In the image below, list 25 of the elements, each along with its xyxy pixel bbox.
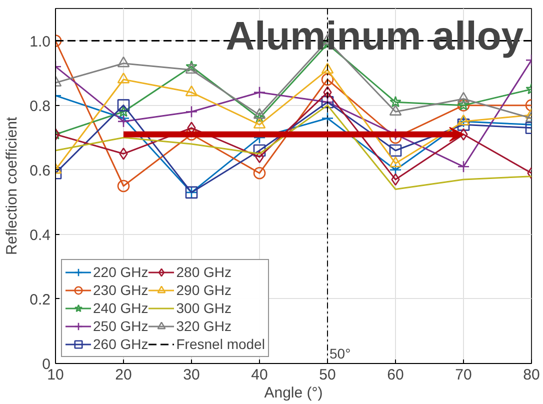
legend-label: 300 GHz: [176, 299, 232, 317]
y-tick-label: 1.0: [30, 33, 51, 50]
legend-label: 260 GHz: [93, 335, 148, 353]
x-tick-label: 60: [387, 366, 404, 384]
y-tick-label: 0.2: [30, 291, 51, 308]
y-tick-label: 0.6: [30, 162, 51, 180]
legend-label: 230 GHz: [93, 281, 148, 299]
legend-label: 290 GHz: [176, 281, 232, 299]
ref-line-label: 50°: [330, 346, 351, 362]
x-tick-label: 50: [319, 366, 336, 384]
legend-label: 220 GHz: [93, 263, 148, 281]
legend-label: Fresnel model: [176, 335, 265, 353]
x-tick-label: 40: [251, 366, 268, 384]
legend-label: 250 GHz: [93, 317, 148, 335]
x-axis-title: Angle (°): [264, 384, 323, 402]
x-tick-label: 70: [455, 366, 472, 384]
legend-label: 280 GHz: [176, 263, 232, 281]
x-tick-label: 30: [183, 366, 200, 384]
x-tick-label: 20: [115, 366, 132, 384]
y-tick-label: 0.4: [30, 226, 51, 244]
legend-label: 320 GHz: [176, 317, 232, 335]
y-tick-label: 0.8: [30, 98, 51, 115]
x-tick-label: 80: [523, 366, 540, 384]
y-axis-title: Reflection coefficient: [4, 116, 21, 256]
legend-label: 240 GHz: [93, 299, 148, 317]
